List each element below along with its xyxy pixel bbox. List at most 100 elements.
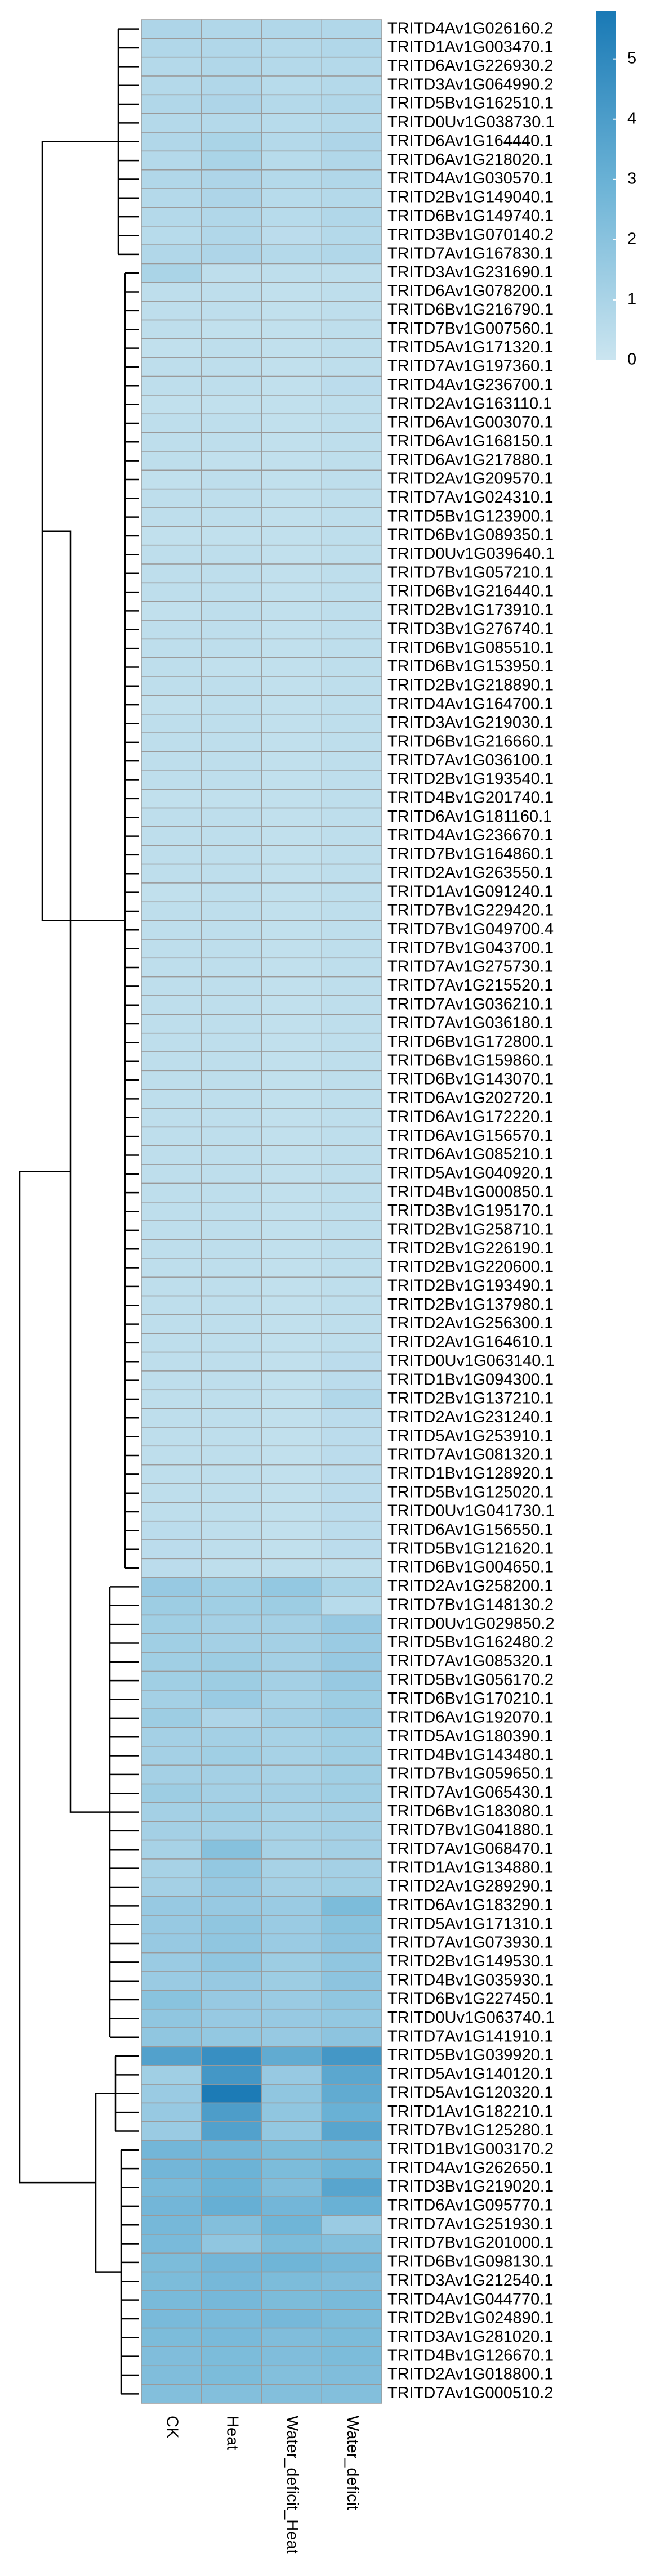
row-label: TRITD0Uv1G063140.1 xyxy=(387,1352,555,1370)
heatmap-cell xyxy=(141,2196,202,2216)
heatmap-cell xyxy=(141,1558,202,1578)
heatmap-cell xyxy=(321,1202,382,1221)
heatmap-cell xyxy=(141,770,202,790)
heatmap-cell xyxy=(201,451,262,471)
row-label: TRITD6Av1G085210.1 xyxy=(387,1145,553,1163)
row-label: TRITD6Av1G226930.2 xyxy=(387,57,553,75)
heatmap-cell xyxy=(321,657,382,677)
row-label: TRITD7Av1G073930.1 xyxy=(387,1934,553,1952)
heatmap-cell xyxy=(321,469,382,490)
heatmap-cell xyxy=(201,488,262,508)
row-label: TRITD2Av1G164610.1 xyxy=(387,1333,553,1351)
heatmap-cell xyxy=(141,2309,202,2329)
heatmap-cell xyxy=(261,2196,322,2216)
heatmap-cell xyxy=(141,2215,202,2235)
heatmap-cell xyxy=(321,132,382,152)
heatmap-cell xyxy=(141,1182,202,1203)
heatmap-cell xyxy=(201,1032,262,1052)
heatmap-cell xyxy=(261,901,322,921)
heatmap-cell xyxy=(201,1014,262,1034)
heatmap-cell xyxy=(321,1971,382,1991)
heatmap-cell xyxy=(321,638,382,658)
heatmap-cell xyxy=(201,1577,262,1597)
heatmap-cell xyxy=(321,1596,382,1616)
heatmap-cell xyxy=(261,1821,322,1841)
row-label: TRITD6Av1G202720.1 xyxy=(387,1089,553,1107)
heatmap-cell xyxy=(141,657,202,677)
heatmap-cell xyxy=(321,1145,382,1165)
heatmap-cell xyxy=(141,2046,202,2066)
heatmap-cell xyxy=(201,939,262,959)
heatmap-cell xyxy=(141,845,202,865)
heatmap-cell xyxy=(141,1539,202,1560)
heatmap-cell xyxy=(261,94,322,114)
row-label: TRITD5Bv1G162510.1 xyxy=(387,95,554,113)
heatmap-cell xyxy=(201,845,262,865)
heatmap-cell xyxy=(201,1370,262,1391)
row-label: TRITD3Av1G231690.1 xyxy=(387,263,553,281)
heatmap-cell xyxy=(261,863,322,884)
heatmap-cell xyxy=(261,1558,322,1578)
heatmap-cell xyxy=(321,1408,382,1428)
row-label: TRITD4Av1G236700.1 xyxy=(387,376,553,394)
colorbar-tick-label: 4 xyxy=(627,109,636,127)
heatmap-cell xyxy=(201,2008,262,2028)
heatmap-cell xyxy=(261,375,322,396)
heatmap-cell xyxy=(321,957,382,978)
heatmap-cell xyxy=(141,620,202,640)
heatmap-cell xyxy=(201,1258,262,1278)
heatmap-cell xyxy=(201,2140,262,2160)
heatmap-cell xyxy=(141,207,202,227)
row-label: TRITD1Av1G134880.1 xyxy=(387,1858,553,1876)
heatmap-cell xyxy=(261,1032,322,1052)
heatmap-cell xyxy=(261,1783,322,1803)
heatmap-cell xyxy=(201,113,262,133)
column-label: Heat xyxy=(223,2416,241,2450)
heatmap-cell xyxy=(261,601,322,621)
heatmap-cell xyxy=(141,2158,202,2179)
row-label: TRITD2Bv1G226190.1 xyxy=(387,1239,554,1257)
heatmap-cell xyxy=(201,544,262,565)
heatmap-cell xyxy=(141,882,202,903)
heatmap-cell xyxy=(321,620,382,640)
heatmap-cell xyxy=(141,1051,202,1072)
row-label: TRITD7Av1G215520.1 xyxy=(387,976,553,994)
heatmap-cell xyxy=(261,2252,322,2273)
heatmap-cell xyxy=(321,2271,382,2291)
row-label: TRITD5Bv1G123900.1 xyxy=(387,507,554,525)
row-label: TRITD6Av1G078200.1 xyxy=(387,282,553,300)
heatmap-cell xyxy=(261,1051,322,1072)
row-label: TRITD2Av1G163110.1 xyxy=(387,395,552,413)
heatmap-cell xyxy=(201,1539,262,1560)
row-label: TRITD3Bv1G195170.1 xyxy=(387,1202,554,1220)
heatmap-cell xyxy=(321,1652,382,1672)
heatmap-cell xyxy=(141,2065,202,2085)
heatmap-cell xyxy=(201,920,262,940)
heatmap-cell xyxy=(201,582,262,602)
heatmap-cell xyxy=(321,1164,382,1184)
row-label: TRITD0Uv1G039640.1 xyxy=(387,545,555,563)
heatmap-cell xyxy=(201,2065,262,2085)
heatmap-cell xyxy=(261,1990,322,2010)
row-label: TRITD6Bv1G149740.1 xyxy=(387,207,554,225)
heatmap-cell xyxy=(321,2234,382,2254)
heatmap-cell xyxy=(321,789,382,809)
heatmap-cell xyxy=(261,1520,322,1540)
heatmap-cell xyxy=(141,638,202,658)
heatmap-cell xyxy=(321,507,382,527)
heatmap-cell xyxy=(321,1670,382,1691)
heatmap-cell xyxy=(141,1952,202,1972)
heatmap-cell xyxy=(261,1596,322,1616)
heatmap-cell xyxy=(141,2365,202,2385)
heatmap-cell xyxy=(141,1164,202,1184)
heatmap-cell xyxy=(321,169,382,189)
heatmap-cell xyxy=(141,1427,202,1447)
heatmap-cell xyxy=(261,1577,322,1597)
row-label: TRITD1Av1G182210.1 xyxy=(387,2103,553,2121)
heatmap-cell xyxy=(261,882,322,903)
heatmap-cell xyxy=(141,1032,202,1052)
row-label: TRITD7Av1G081320.1 xyxy=(387,1446,553,1464)
heatmap-cell xyxy=(321,301,382,321)
row-label: TRITD4Av1G030570.1 xyxy=(387,169,553,187)
heatmap-cell xyxy=(261,714,322,733)
